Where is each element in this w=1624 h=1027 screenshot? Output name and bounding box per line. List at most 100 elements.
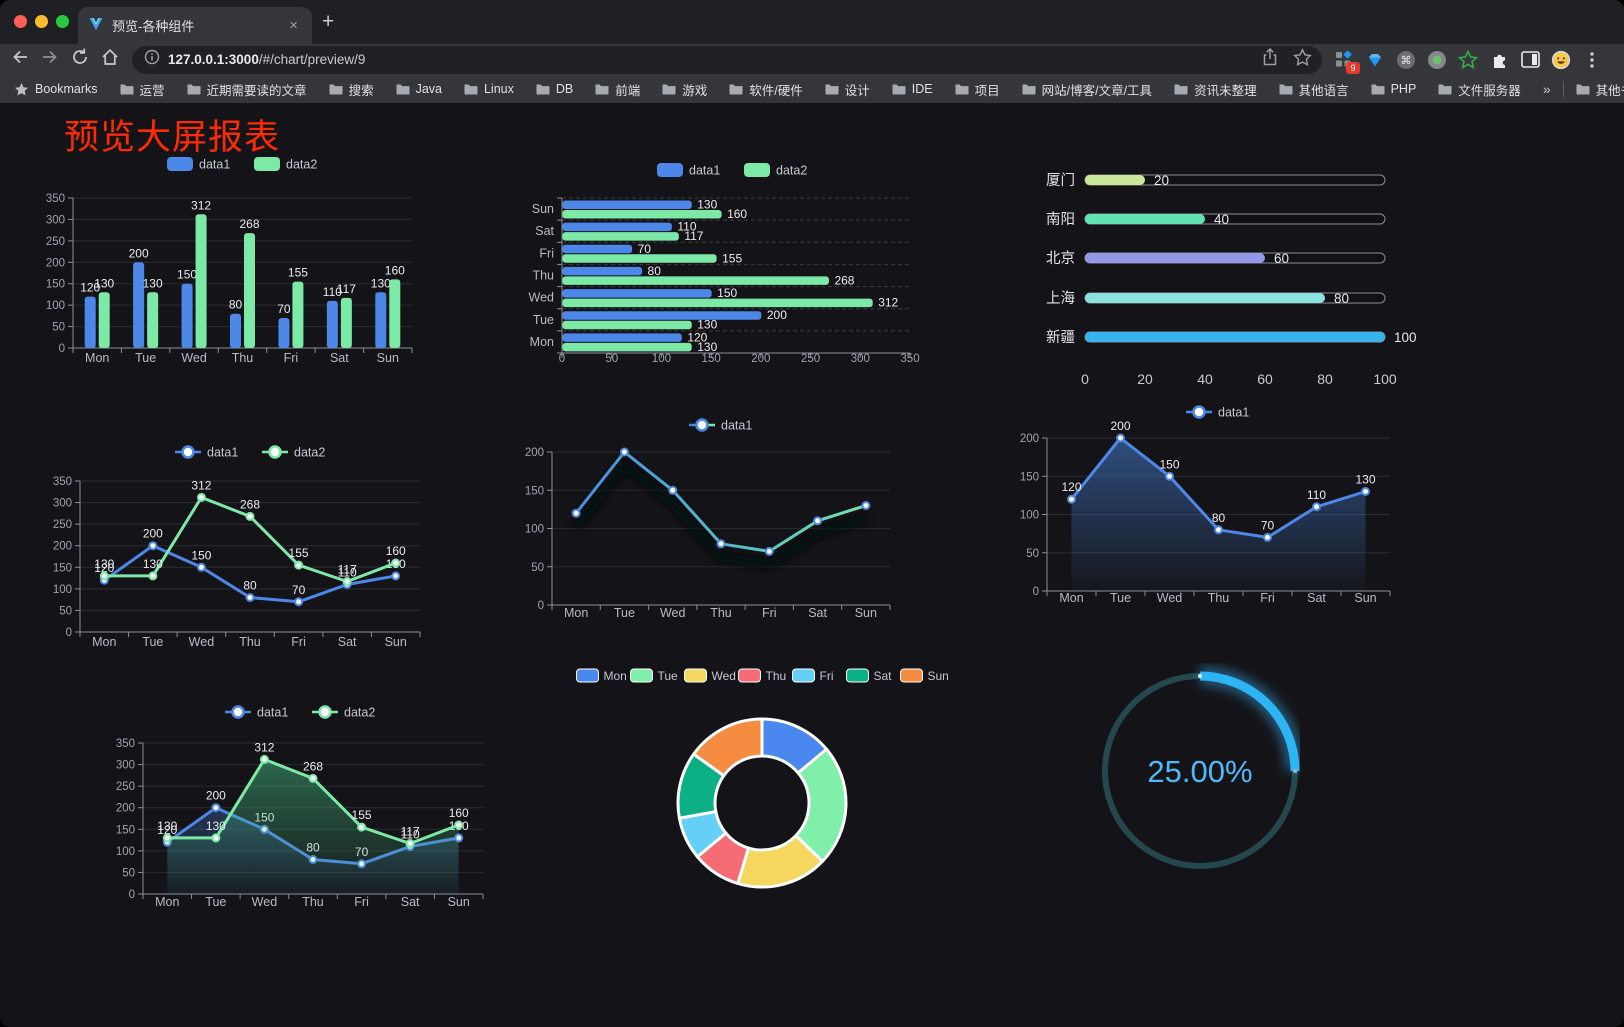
svg-text:Wed: Wed — [529, 291, 555, 305]
svg-text:160: 160 — [385, 263, 405, 277]
bookmark-star-icon[interactable] — [1293, 47, 1312, 72]
svg-text:300: 300 — [53, 498, 72, 510]
tab-title: 预览-各种组件 — [112, 19, 195, 34]
svg-text:Thu: Thu — [232, 351, 254, 365]
svg-text:120: 120 — [80, 281, 100, 295]
bookmark-folder[interactable]: 搜索 — [329, 80, 374, 99]
svg-text:350: 350 — [116, 738, 135, 750]
bookmark-folder[interactable]: 其他语言 — [1279, 80, 1349, 99]
new-tab-button[interactable]: + — [322, 10, 335, 33]
traffic-light-close[interactable] — [14, 15, 27, 28]
svg-text:Sat: Sat — [1307, 591, 1326, 605]
svg-text:Sun: Sun — [377, 351, 399, 365]
svg-text:100: 100 — [525, 524, 544, 536]
bookmark-folder[interactable]: 运营 — [120, 80, 165, 99]
svg-text:80: 80 — [648, 264, 662, 278]
svg-text:150: 150 — [717, 286, 737, 300]
svg-text:110: 110 — [323, 285, 342, 299]
tab-close-icon[interactable]: × — [289, 17, 298, 34]
bookmark-folder[interactable]: 游戏 — [662, 80, 707, 99]
svg-text:150: 150 — [191, 548, 211, 562]
svg-text:150: 150 — [1159, 457, 1179, 471]
green-star-extension-icon[interactable] — [1458, 49, 1478, 70]
svg-text:50: 50 — [59, 605, 72, 617]
bookmark-folder[interactable]: Linux — [464, 82, 514, 96]
svg-text:20: 20 — [1154, 173, 1169, 188]
bookmark-folder[interactable]: 文件服务器 — [1438, 80, 1521, 99]
chart-progress-list[interactable]: 厦门 20 南阳 40 北京 60 上海 80 新疆 100 0 20 40 60 80 100 — [990, 148, 1424, 393]
browser-menu-icon[interactable] — [1582, 50, 1602, 70]
bookmark-folder[interactable]: IDE — [892, 82, 933, 96]
folder-icon — [892, 84, 906, 95]
svg-text:80: 80 — [1212, 511, 1226, 525]
other-bookmarks-folder[interactable]: 其他书签 — [1576, 80, 1624, 99]
svg-text:Sat: Sat — [874, 669, 893, 683]
chart-line-two-series[interactable]: 0 50 100 150 200 250 300 350 Mon Tue Wed Thu Fri Sat S… — [40, 420, 470, 650]
extensions-puzzle-icon[interactable] — [1489, 50, 1509, 70]
profile-avatar[interactable] — [1551, 50, 1571, 70]
traffic-light-minimize[interactable] — [35, 15, 48, 28]
svg-text:Thu: Thu — [1208, 591, 1230, 605]
bookmark-folder[interactable]: PHP — [1371, 82, 1416, 96]
tabs-grid-extension-icon[interactable]: 9 — [1334, 50, 1360, 74]
svg-text:100: 100 — [652, 353, 671, 365]
svg-text:130: 130 — [157, 819, 177, 833]
svg-text:Fri: Fri — [291, 635, 306, 649]
svg-text:Mon: Mon — [155, 895, 179, 909]
home-button[interactable] — [100, 47, 120, 72]
bookmark-folder[interactable]: 前端 — [595, 80, 640, 99]
extensions-row: 9 ⌘ — [1334, 49, 1602, 74]
svg-text:Thu: Thu — [766, 669, 787, 683]
chart-donut-pie[interactable]: Mon Tue Wed Thu Fri Sat Sun — [545, 660, 981, 905]
url-bar[interactable]: 127.0.0.1:3000/#/chart/preview/9 — [132, 45, 1322, 74]
chart-gauge-progress[interactable]: 25.00% — [1100, 663, 1305, 883]
bookmarks-manager[interactable]: Bookmarks — [14, 82, 98, 97]
reload-button[interactable] — [70, 47, 90, 72]
svg-text:Fri: Fri — [1260, 591, 1275, 605]
traffic-light-zoom[interactable] — [56, 15, 69, 28]
svg-text:150: 150 — [525, 485, 544, 497]
chart-horizontal-bar[interactable]: data1 data2 0 50 100 150 200 250 300 350 Sun 130 160… — [500, 148, 930, 366]
svg-text:Fri: Fri — [820, 669, 834, 683]
svg-text:120: 120 — [687, 330, 707, 344]
browser-tab[interactable]: 预览-各种组件 × — [78, 7, 312, 44]
share-icon[interactable] — [1261, 47, 1279, 72]
bookmark-folder[interactable]: 设计 — [825, 80, 870, 99]
site-info-icon[interactable] — [144, 49, 160, 70]
svg-text:110: 110 — [338, 566, 357, 580]
bookmarks-overflow-chevron[interactable]: » — [1542, 81, 1551, 97]
svg-text:data2: data2 — [776, 164, 807, 178]
chart-canvas-grouped-bar: 0 50 100 150 200 250 300 350 Mon Tue Wed Thu Fri Sat S… — [46, 157, 413, 365]
chart-area-two-series[interactable]: 0 50 100 150 200 250 300 350 Mon Tue Wed Thu Fri Sat S… — [100, 685, 530, 915]
chart-canvas-area-two: 0 50 100 150 200 250 300 350 Mon Tue Wed Thu Fri Sat S… — [116, 705, 484, 909]
recorder-extension-icon[interactable] — [1427, 50, 1447, 70]
chart-grouped-bar[interactable]: 0 50 100 150 200 250 300 350 Mon Tue Wed Thu Fri Sat S… — [40, 148, 470, 366]
back-button[interactable] — [10, 47, 30, 72]
folder-icon — [464, 84, 478, 95]
svg-text:Fri: Fri — [762, 606, 777, 620]
bookmark-folder[interactable]: 项目 — [955, 80, 1000, 99]
bookmark-folder[interactable]: 近期需要读的文章 — [187, 80, 307, 99]
svg-text:250: 250 — [53, 519, 72, 531]
svg-text:155: 155 — [288, 266, 308, 280]
bookmark-folder[interactable]: Java — [396, 82, 442, 96]
chart-canvas-horizontal-bar: data1 data2 0 50 100 150 200 250 300 350 Sun 130 160… — [529, 163, 920, 365]
svg-text:60: 60 — [1257, 371, 1273, 387]
bookmark-folder[interactable]: 软件/硬件 — [729, 80, 803, 99]
svg-text:312: 312 — [878, 296, 898, 310]
svg-text:data1: data1 — [199, 158, 230, 172]
bookmark-folder[interactable]: 资讯未整理 — [1174, 80, 1257, 99]
gem-extension-icon[interactable] — [1365, 50, 1385, 70]
bookmark-folder[interactable]: DB — [536, 82, 573, 96]
bookmark-folder[interactable]: 网站/博客/文章/工具 — [1022, 80, 1152, 99]
traffic-lights — [14, 15, 69, 28]
command-extension-icon[interactable]: ⌘ — [1396, 50, 1416, 70]
svg-text:Wed: Wed — [712, 669, 736, 683]
chart-canvas-line-gradient: 0 50 100 150 200 Mon Tue Wed Thu Fri Sat Sun data1 — [525, 418, 891, 620]
svg-text:北京: 北京 — [1046, 250, 1075, 267]
forward-button[interactable] — [40, 47, 60, 72]
chart-area-single[interactable]: 0 50 100 150 200 Mon Tue Wed Thu Fri Sat Sun data1 12… — [985, 385, 1415, 610]
chart-line-gradient[interactable]: 0 50 100 150 200 Mon Tue Wed Thu Fri Sat Sun data1 — [500, 395, 930, 623]
sidebar-extension-icon[interactable] — [1520, 50, 1540, 70]
folder-icon — [1438, 84, 1452, 95]
